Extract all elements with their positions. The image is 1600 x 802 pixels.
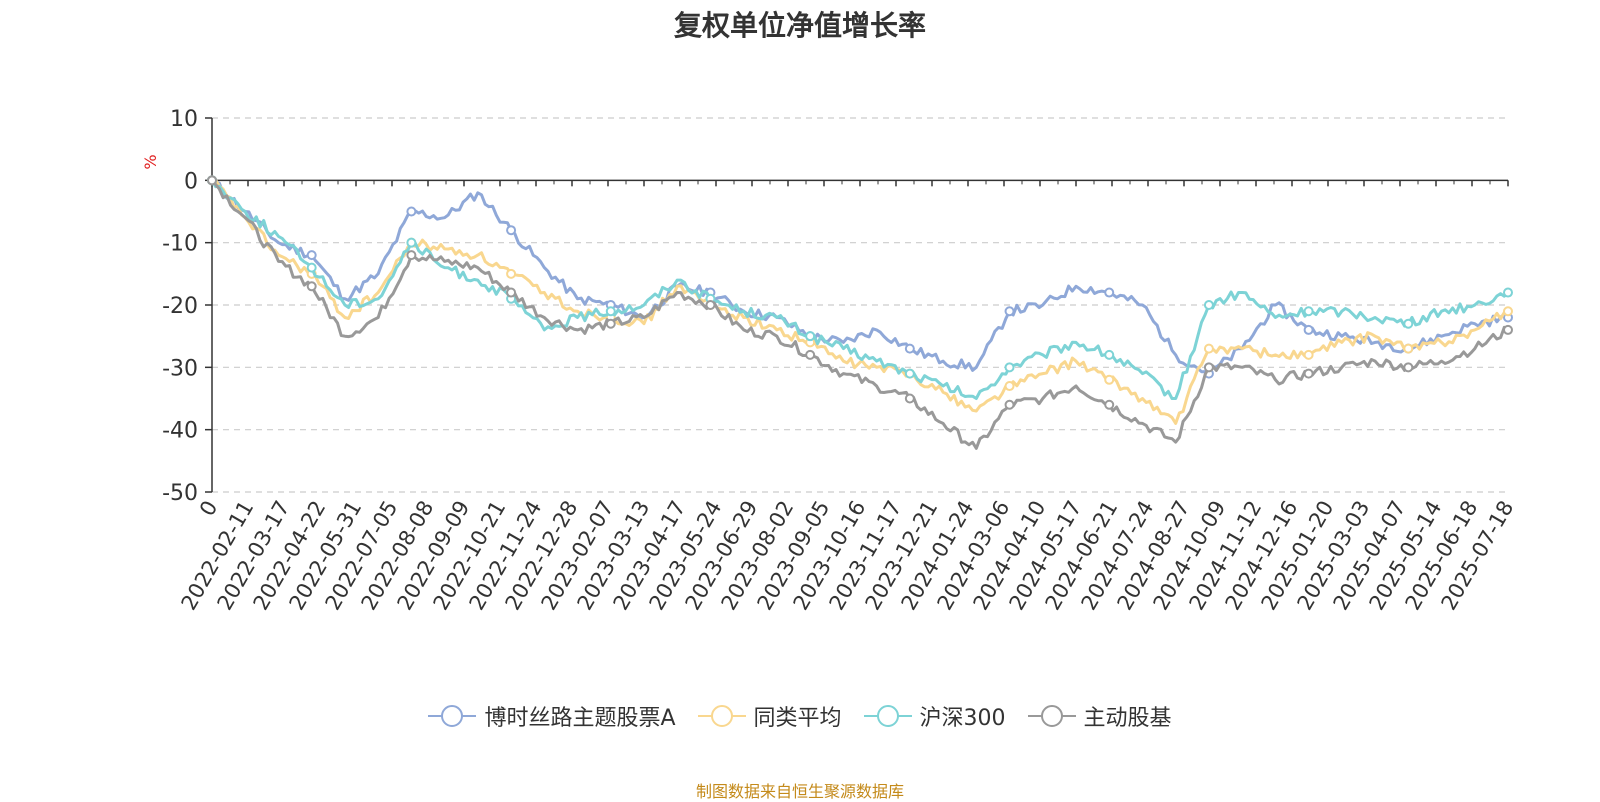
legend-label: 沪深300 [919,706,1006,731]
data-point [1403,343,1414,354]
legend-marker-icon [697,705,746,727]
legend-label: 同类平均 [753,706,842,731]
data-point [306,250,317,261]
series-line [210,179,1509,450]
y-tick-label: 0 [184,169,198,194]
data-point [1503,324,1513,335]
data-point [805,349,816,360]
data-point [1503,287,1513,298]
y-tick-label: -40 [162,419,198,444]
data-point [1203,362,1214,373]
series-layer [207,175,1513,450]
data-source-note: 制图数据来自恒生聚源数据库 [695,782,904,801]
y-unit-label: % [141,154,160,169]
data-point [406,206,417,217]
data-point [406,237,417,248]
line-chart: 100-10-20-30-40-50%02022-02-112022-03-17… [141,107,1518,614]
legend-item[interactable]: 同类平均 [697,700,842,732]
data-point [904,393,915,404]
data-point [1303,368,1314,379]
y-tick-label: -30 [162,356,198,381]
legend-label: 博时丝路主题股票A [484,706,676,731]
legend-marker-icon [1027,705,1076,727]
data-point [1004,362,1015,373]
grid-layer [212,117,1508,493]
data-point [1403,362,1414,373]
data-point [605,306,616,317]
legend-marker-icon [863,705,912,727]
data-point [306,281,317,292]
data-point [904,368,915,379]
legend-label: 主动股基 [1083,706,1172,731]
data-point [1004,306,1015,317]
data-point [1303,324,1314,335]
y-tick-label: -20 [162,294,198,319]
chart-title: 复权单位净值增长率 [673,9,926,42]
legend-item[interactable]: 博时丝路主题股票A [428,700,676,732]
data-point [1004,381,1015,392]
data-point [506,287,517,298]
data-point [1203,300,1214,310]
legend-item[interactable]: 主动股基 [1027,700,1172,732]
y-tick-label: -50 [162,481,198,506]
data-point [805,331,816,342]
x-tick-label: 0 [195,497,222,521]
data-point [1104,349,1115,360]
data-point [1403,318,1414,329]
data-point [1303,306,1314,317]
y-tick-label: -10 [162,232,198,257]
legend-item[interactable]: 沪深300 [863,700,1006,732]
data-point [207,175,217,186]
data-point [306,262,317,273]
data-point [904,343,915,354]
series-line [211,178,1509,425]
y-tick-label: 10 [170,107,198,132]
data-point [1104,287,1115,298]
data-point [406,250,417,261]
data-point [1104,374,1115,385]
data-point [506,225,517,236]
data-point [1104,399,1115,410]
legend: 博时丝路主题股票A 同类平均 沪深300 主动股基 [0,700,1600,732]
data-point [1203,343,1214,354]
series-line [210,179,1510,400]
data-point [1303,349,1314,360]
data-point [506,268,517,279]
series-line [211,178,1509,376]
data-point [705,300,716,310]
label-layer: 100-10-20-30-40-50%02022-02-112022-03-17… [141,107,1518,614]
legend-marker-icon [428,705,477,727]
data-point [1503,306,1513,317]
data-point [1004,399,1015,410]
data-point [605,318,616,329]
